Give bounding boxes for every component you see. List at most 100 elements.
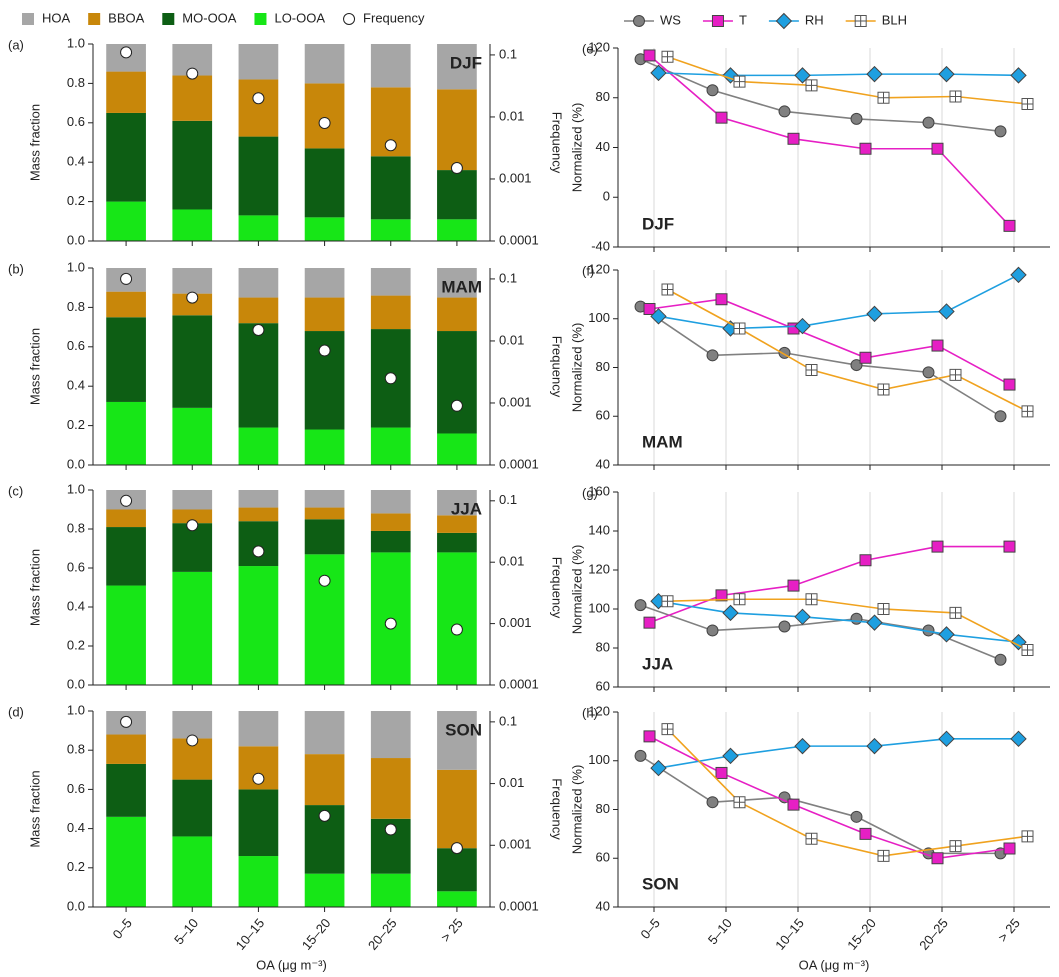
marker xyxy=(805,593,818,606)
y-tick-label: 80 xyxy=(596,639,610,654)
bar-segment xyxy=(172,407,213,465)
series-line xyxy=(666,728,1028,857)
bar-segment xyxy=(304,873,345,907)
bar-segment xyxy=(238,268,279,298)
marker xyxy=(706,796,719,809)
marker xyxy=(706,349,719,362)
marker xyxy=(650,759,667,777)
y2-tick-label: 0.01 xyxy=(499,108,524,123)
bar-segment xyxy=(304,148,345,218)
marker xyxy=(643,49,656,62)
marker xyxy=(450,162,463,175)
bar-segment xyxy=(370,219,411,241)
bar-segment xyxy=(238,711,279,747)
bar-segment xyxy=(437,89,477,171)
x-axis-label: OA (μg m⁻³) xyxy=(256,957,327,972)
marker xyxy=(186,734,199,747)
y-tick-label: 120 xyxy=(588,561,610,576)
bar-segment xyxy=(238,566,279,685)
marker xyxy=(794,67,811,84)
bar-segment xyxy=(304,83,345,149)
series-line xyxy=(658,72,1019,77)
bar-segment xyxy=(370,530,411,553)
bar-segment xyxy=(370,758,411,819)
y-tick-label: 0.2 xyxy=(67,193,85,208)
bar-segment xyxy=(370,44,411,88)
bar-segment xyxy=(238,507,279,522)
bar-segment xyxy=(437,268,477,298)
bar-segment xyxy=(106,585,146,685)
series-line xyxy=(649,298,1010,386)
marker xyxy=(186,291,199,304)
y2-tick-label: 0.1 xyxy=(499,270,517,285)
series-line xyxy=(649,735,1010,860)
y-tick-label: 0.6 xyxy=(67,559,85,574)
y2-tick-label: 0.0001 xyxy=(499,898,539,913)
marker xyxy=(938,303,955,320)
bar-segment xyxy=(172,120,213,210)
legend-label: WS xyxy=(660,12,681,27)
marker xyxy=(949,368,962,381)
y-tick-label: 140 xyxy=(588,522,610,537)
y-tick-label: 0.4 xyxy=(67,598,85,613)
y-tick-label: 0.6 xyxy=(67,781,85,796)
marker xyxy=(877,603,890,615)
marker xyxy=(805,363,818,376)
series-line xyxy=(640,305,1001,417)
y-tick-label: 0.4 xyxy=(67,820,85,835)
bar-segment xyxy=(437,297,477,332)
marker xyxy=(634,749,647,762)
marker xyxy=(1021,830,1034,843)
marker xyxy=(706,84,719,97)
y-tick-label: 0.0 xyxy=(67,232,85,247)
bar-segment xyxy=(437,711,477,770)
marker xyxy=(252,545,265,558)
y-axis-label: Mass fraction xyxy=(27,549,42,626)
y2-axis-label: Frequency xyxy=(550,778,565,840)
marker xyxy=(318,344,331,357)
bar-segment xyxy=(437,769,477,849)
y-axis-label: Normalized (%) xyxy=(569,545,584,635)
marker xyxy=(805,79,818,92)
season-label: MAM xyxy=(441,277,482,296)
x-tick-label: 20–25 xyxy=(365,915,400,952)
marker xyxy=(722,747,739,765)
y2-axis-label: Frequency xyxy=(550,336,565,398)
y-tick-label: 40 xyxy=(596,456,610,471)
marker xyxy=(859,351,872,364)
bar-segment xyxy=(238,789,279,857)
y2-tick-label: 0.0001 xyxy=(499,456,539,471)
legend-swatch xyxy=(88,13,101,25)
bar-segment xyxy=(370,513,411,531)
y-tick-label: 0.8 xyxy=(67,520,85,535)
marker xyxy=(318,116,331,129)
bar-segment xyxy=(437,44,477,90)
marker xyxy=(450,842,463,855)
bar-segment xyxy=(238,323,279,428)
y2-tick-label: 0.01 xyxy=(499,775,524,790)
bar-segment xyxy=(304,490,345,508)
x-tick-label: > 25 xyxy=(438,915,466,944)
y-tick-label: 80 xyxy=(596,801,610,816)
y-tick-label: 0.2 xyxy=(67,859,85,874)
y-tick-label: 120 xyxy=(588,261,610,276)
marker xyxy=(866,65,883,83)
bar-segment xyxy=(370,268,411,296)
y-tick-label: 80 xyxy=(596,359,610,374)
bar-segment xyxy=(238,856,279,907)
bar-segment xyxy=(172,315,213,408)
marker xyxy=(661,595,674,608)
marker xyxy=(994,125,1007,138)
y-tick-label: 100 xyxy=(588,600,610,615)
marker xyxy=(318,574,331,587)
marker xyxy=(850,112,863,125)
season-label: JJA xyxy=(451,499,482,518)
marker xyxy=(787,798,800,811)
bar-segment xyxy=(172,779,213,837)
legend-swatch xyxy=(162,13,175,25)
y-axis-label: Mass fraction xyxy=(27,328,42,405)
bar-segment xyxy=(370,490,411,514)
panel-label: (h) xyxy=(582,705,598,720)
bar-segment xyxy=(238,427,279,465)
